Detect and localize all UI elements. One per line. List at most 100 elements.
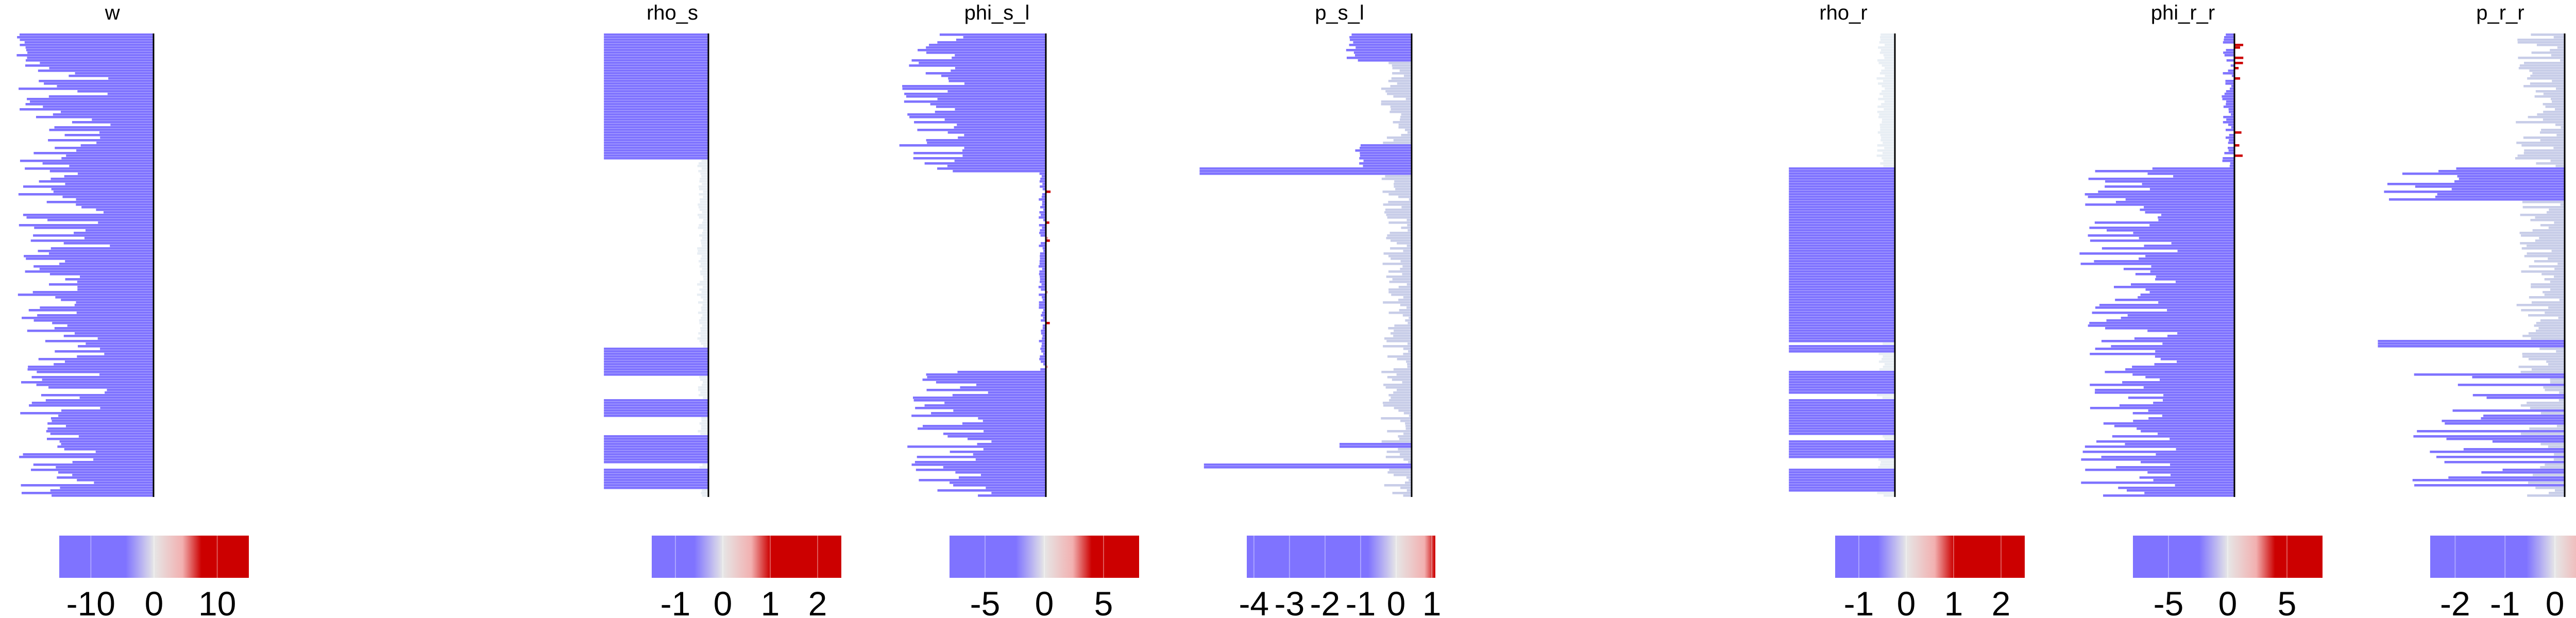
bar (702, 384, 708, 386)
bar (2548, 306, 2565, 309)
bar (1359, 157, 1412, 160)
bar (2543, 118, 2565, 121)
bar (944, 402, 1046, 404)
bar (1789, 417, 1895, 420)
bar (2521, 144, 2565, 147)
panel-title: w (105, 2, 120, 24)
bar (1385, 90, 1412, 93)
bar (2517, 39, 2565, 41)
bar (1039, 245, 1046, 247)
bar (701, 417, 708, 420)
bar (2486, 397, 2565, 399)
bar (697, 214, 708, 216)
bar (702, 489, 708, 492)
bar (2548, 227, 2565, 229)
bar (1789, 301, 1895, 304)
bar (1040, 355, 1046, 358)
bar (701, 425, 708, 427)
bar (2105, 371, 2234, 373)
bar (703, 278, 708, 281)
bar (49, 129, 154, 131)
bar (991, 440, 1046, 443)
bar (699, 376, 708, 379)
bar (1040, 255, 1046, 258)
bar (1385, 386, 1412, 389)
panel-title: phi_s_l (964, 2, 1030, 24)
bar (23, 453, 154, 456)
bar (2559, 391, 2565, 394)
bar (1876, 77, 1895, 80)
bar (1406, 476, 1412, 479)
bar (604, 136, 708, 139)
bar (701, 342, 708, 345)
bar (1388, 312, 1412, 314)
bar (2114, 425, 2234, 427)
bar (2554, 221, 2565, 224)
bar (33, 464, 154, 466)
bar (1391, 294, 1412, 296)
bar (2550, 98, 2565, 100)
bar (1789, 309, 1895, 312)
bar (941, 75, 1046, 77)
bar (1789, 348, 1895, 350)
bar (2140, 209, 2234, 211)
colorbar-tick-label: -5 (2154, 585, 2184, 618)
bar (2448, 476, 2565, 479)
panel-rho-s: rho_s (604, 2, 709, 497)
bar (45, 340, 154, 342)
bar (72, 474, 154, 476)
bar (1789, 167, 1895, 170)
bar (604, 52, 708, 54)
bar (2531, 52, 2565, 54)
bar (604, 487, 708, 489)
colorbar-tick-label: 5 (2278, 585, 2297, 618)
bar (2225, 82, 2234, 85)
bar (604, 59, 708, 62)
bar (77, 286, 154, 288)
bar (2536, 322, 2565, 324)
bar (1363, 160, 1412, 162)
bar (604, 49, 708, 52)
bar (61, 111, 154, 113)
bar (1877, 59, 1895, 62)
bar (1388, 394, 1412, 397)
bar (699, 188, 708, 191)
bar (1389, 399, 1412, 402)
bar (1042, 312, 1046, 314)
bar (1388, 291, 1412, 294)
bar (56, 466, 154, 469)
bar (701, 309, 708, 312)
bar (919, 479, 1046, 482)
bar (2170, 464, 2234, 466)
bar (52, 494, 154, 497)
colorbar-tick-label: 1 (1944, 585, 1963, 618)
bar (604, 62, 708, 64)
bar (1407, 224, 1412, 227)
bar (1789, 188, 1895, 191)
bar (700, 379, 708, 381)
bar (604, 149, 708, 152)
bar (1042, 193, 1046, 196)
bar (604, 103, 708, 106)
bar (604, 373, 708, 376)
bar (1789, 296, 1895, 299)
bar (1403, 458, 1412, 461)
bar (1789, 340, 1895, 342)
bar (39, 80, 154, 82)
bar (1884, 108, 1895, 111)
bar (604, 152, 708, 154)
bar (2483, 415, 2565, 417)
bar (955, 67, 1046, 70)
bar (59, 263, 154, 265)
bar (2175, 281, 2234, 283)
bar (2378, 340, 2565, 342)
colorbar-tick-label: -1 (2490, 585, 2520, 618)
bar (931, 412, 1046, 415)
bar (57, 476, 154, 479)
bar (1386, 214, 1412, 216)
bar (1399, 438, 1412, 440)
bar (702, 286, 708, 288)
bar (703, 229, 708, 232)
bar (46, 201, 154, 203)
bar (1881, 136, 1895, 139)
